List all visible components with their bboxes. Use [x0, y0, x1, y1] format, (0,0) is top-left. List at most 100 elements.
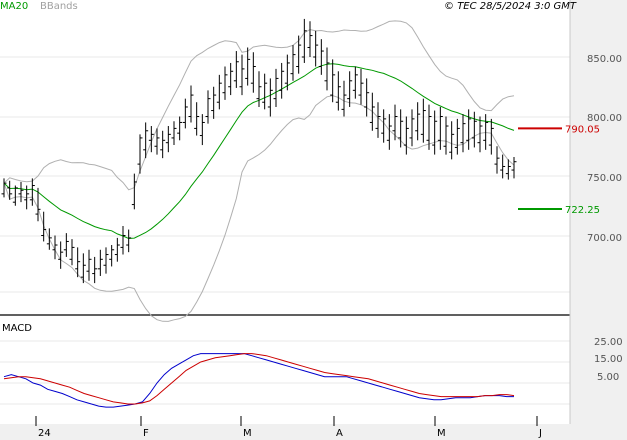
ohlc-bar — [211, 86, 217, 119]
ohlc-bar — [347, 71, 353, 107]
ohlc-bar — [239, 54, 245, 96]
ohlc-bar — [165, 126, 171, 153]
ohlc-bar — [75, 247, 81, 278]
ohlc-bar — [466, 109, 472, 150]
ohlc-bar — [216, 74, 222, 110]
ohlc-bar — [7, 180, 13, 200]
ohlc-bar — [97, 249, 103, 276]
ohlc-bar — [1, 178, 7, 198]
ohlc-bar — [432, 110, 438, 155]
ohlc-bar — [228, 62, 234, 96]
macd-tick: 5.00 — [597, 372, 619, 383]
ohlc-bar — [313, 30, 319, 67]
ohlc-bar — [369, 92, 375, 131]
ohlc-bar — [177, 116, 183, 141]
bbands-legend: BBands — [40, 1, 78, 12]
x-tick: A — [336, 428, 343, 439]
bbands-lower-line — [3, 95, 515, 322]
macd-tick: 15.00 — [594, 354, 623, 365]
ohlc-bar — [307, 21, 313, 57]
ohlc-bar — [109, 245, 115, 267]
ohlc-bar — [494, 146, 500, 174]
ohlc-bar — [511, 156, 517, 179]
ohlc-bar — [500, 154, 506, 179]
time-axis-ticks — [35, 416, 538, 426]
ohlc-bar — [160, 130, 166, 159]
ohlc-bar — [454, 118, 460, 155]
ohlc-bar — [330, 59, 336, 103]
time-axis-strip — [0, 424, 627, 440]
ohlc-bar — [477, 116, 483, 153]
macd-label: MACD — [2, 323, 32, 334]
ohlc-bar — [52, 235, 58, 260]
macd-tick: 25.00 — [594, 337, 623, 348]
ohlc-bar — [290, 45, 296, 81]
ohlc-bar — [488, 118, 494, 155]
ohlc-bar — [364, 78, 370, 117]
ohlc-bar — [267, 78, 273, 117]
price-axis-strip — [570, 0, 627, 440]
ohlc-bar — [284, 54, 290, 91]
ohlc-bar — [341, 80, 347, 117]
ohlc-bar — [296, 35, 302, 74]
ohlc-bar — [375, 102, 381, 138]
ohlc-bar — [301, 18, 307, 63]
ohlc-bar — [233, 51, 239, 88]
ohlc-bar — [437, 106, 443, 150]
ohlc-bar — [415, 102, 421, 141]
ohlc-bar — [392, 104, 398, 141]
ohlc-bar — [41, 211, 47, 242]
ohlc-bar — [143, 122, 149, 159]
x-tick: 24 — [38, 428, 51, 439]
ohlc-bar — [120, 225, 126, 255]
ohlc-bar — [171, 121, 177, 146]
ohlc-bar — [131, 173, 137, 210]
macd-gridlines — [0, 340, 570, 405]
ohlc-bar — [63, 233, 69, 257]
ohlc-bar — [245, 47, 251, 86]
price-level-label: 790.05 — [565, 124, 600, 135]
ohlc-bar — [188, 85, 194, 123]
bollinger-bands — [3, 20, 515, 322]
x-tick: F — [143, 428, 149, 439]
ohlc-bar — [46, 228, 52, 250]
ohlc-bar — [358, 68, 364, 105]
ohlc-bar — [86, 249, 92, 281]
ohlc-bar — [324, 47, 330, 91]
ohlc-bar — [194, 102, 200, 136]
ohlc-bar — [279, 62, 285, 99]
ohlc-bar — [471, 111, 477, 148]
ohlc-bar — [426, 104, 432, 150]
ohlc-bars — [1, 18, 517, 284]
price-levels: 790.05 722.25 — [518, 124, 600, 216]
ohlc-bar — [256, 71, 262, 107]
price-tick: 800.00 — [587, 113, 622, 124]
ohlc-bar — [114, 237, 120, 262]
macd-signal-line — [3, 353, 515, 405]
price-tick: 750.00 — [587, 173, 622, 184]
ohlc-bar — [24, 185, 30, 210]
ohlc-bar — [381, 109, 387, 143]
ohlc-bar — [137, 134, 143, 174]
ohlc-bar — [460, 114, 466, 153]
ohlc-bar — [35, 187, 41, 222]
macd-lines — [3, 353, 515, 408]
price-gridlines — [0, 56, 570, 293]
x-tick: M — [437, 428, 446, 439]
ohlc-bar — [505, 159, 511, 180]
ohlc-bar — [148, 126, 154, 153]
ohlc-bar — [318, 39, 324, 75]
ohlc-bar — [69, 239, 75, 266]
ohlc-bar — [449, 121, 455, 160]
ohlc-bar — [386, 114, 392, 150]
ohlc-bar — [126, 229, 132, 253]
ohlc-bar — [250, 52, 256, 93]
ohlc-bar — [443, 116, 449, 155]
ohlc-bar — [80, 253, 86, 284]
copyright-label: © TEC 28/5/2024 3:0 GMT — [444, 1, 577, 12]
ohlc-bar — [205, 90, 211, 124]
bbands-upper-line — [3, 20, 515, 191]
ohlc-bar — [12, 185, 18, 206]
ohlc-bar — [103, 247, 109, 274]
price-tick: 700.00 — [587, 233, 622, 244]
